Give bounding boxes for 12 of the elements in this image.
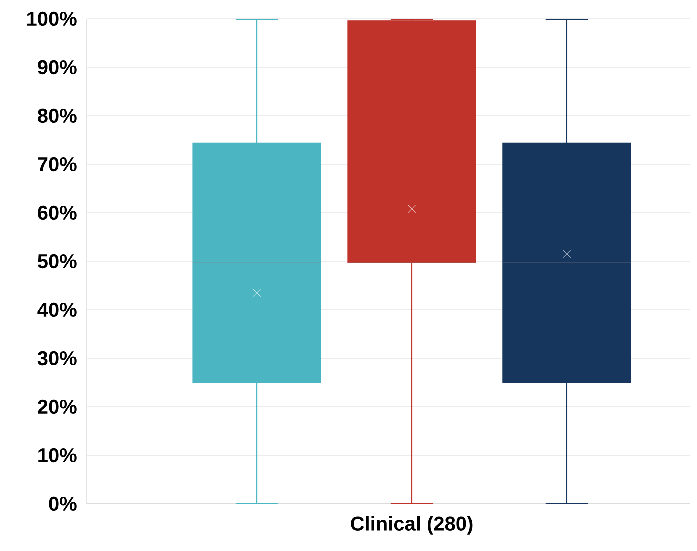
x-tick-label: Clinical (280) bbox=[351, 516, 473, 535]
y-tick-label: 70% bbox=[38, 157, 77, 172]
y-tick-label: 50% bbox=[38, 254, 77, 269]
y-tick-label: 20% bbox=[38, 400, 77, 414]
y-tick-label: 80% bbox=[38, 108, 77, 124]
y-tick-label: 30% bbox=[38, 351, 77, 366]
y-tick-label: 0% bbox=[49, 496, 77, 512]
y-tick-label: 10% bbox=[38, 448, 77, 463]
y-tick-label: 100% bbox=[28, 12, 77, 26]
y-tick-label: 40% bbox=[38, 302, 77, 318]
y-tick-label: 60% bbox=[38, 206, 77, 220]
y-tick-label: 90% bbox=[38, 60, 77, 75]
